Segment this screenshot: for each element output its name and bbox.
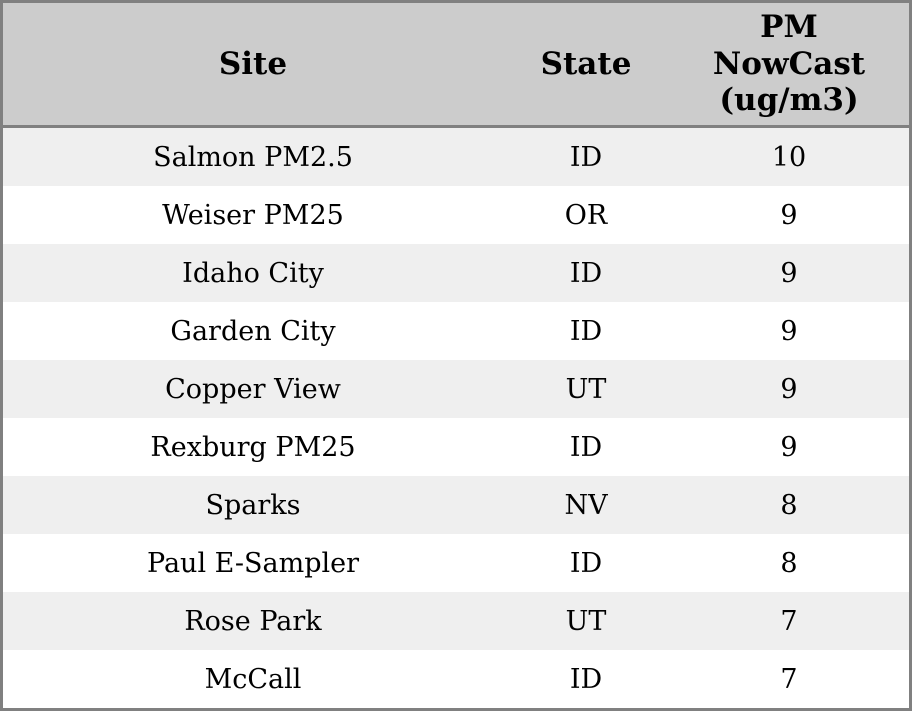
cell-site: Weiser PM25 (162, 199, 344, 231)
table-row[interactable]: Paul E-Sampler ID 8 (3, 534, 909, 592)
column-header-state-label: State (540, 45, 632, 82)
cell-pm-nowcast: 9 (780, 373, 798, 405)
cell-site: Rexburg PM25 (150, 431, 356, 463)
cell-pm-nowcast: 8 (780, 489, 798, 521)
cell-state: ID (569, 315, 603, 347)
table-row[interactable]: Idaho City ID 9 (3, 244, 909, 302)
cell-state: ID (569, 547, 603, 579)
table-row[interactable]: Salmon PM2.5 ID 10 (3, 126, 909, 186)
table-row[interactable]: McCall ID 7 (3, 650, 909, 708)
table-row[interactable]: Rose Park UT 7 (3, 592, 909, 650)
cell-site: Salmon PM2.5 (153, 141, 353, 173)
table-header: Site State PM NowCast (ug/m3) (3, 3, 909, 128)
table-header-row: Site State PM NowCast (ug/m3) (3, 3, 909, 128)
cell-site: Idaho City (182, 257, 324, 289)
cell-state: ID (569, 431, 603, 463)
column-header-pm-nowcast-line1: PM (760, 9, 818, 46)
cell-site: Garden City (170, 315, 336, 347)
column-header-site[interactable]: Site (3, 3, 503, 128)
column-header-state[interactable]: State (503, 3, 669, 128)
cell-site: Rose Park (184, 605, 322, 637)
air-quality-table: Site State PM NowCast (ug/m3) Salmon PM2… (3, 3, 909, 708)
cell-state: NV (564, 489, 608, 521)
column-header-pm-nowcast[interactable]: PM NowCast (ug/m3) (669, 3, 909, 128)
cell-pm-nowcast: 9 (780, 431, 798, 463)
cell-pm-nowcast: 10 (771, 141, 807, 173)
cell-state: OR (564, 199, 608, 231)
cell-state: ID (569, 141, 603, 173)
cell-site: McCall (204, 663, 302, 695)
cell-site: Copper View (165, 373, 341, 405)
cell-pm-nowcast: 8 (780, 547, 798, 579)
cell-state: UT (565, 605, 607, 637)
column-header-pm-nowcast-line2: NowCast (712, 45, 866, 82)
cell-state: UT (565, 373, 607, 405)
table-row[interactable]: Rexburg PM25 ID 9 (3, 418, 909, 476)
table-row[interactable]: Sparks NV 8 (3, 476, 909, 534)
cell-site: Paul E-Sampler (147, 547, 359, 579)
column-header-site-label: Site (218, 45, 288, 82)
column-header-pm-nowcast-line3: (ug/m3) (719, 82, 859, 119)
cell-site: Sparks (205, 489, 301, 521)
cell-state: ID (569, 257, 603, 289)
cell-pm-nowcast: 9 (780, 199, 798, 231)
cell-pm-nowcast: 9 (780, 257, 798, 289)
cell-pm-nowcast: 7 (780, 605, 798, 637)
cell-pm-nowcast: 7 (780, 663, 798, 695)
table-row[interactable]: Copper View UT 9 (3, 360, 909, 418)
table-row[interactable]: Garden City ID 9 (3, 302, 909, 360)
cell-state: ID (569, 663, 603, 695)
cell-pm-nowcast: 9 (780, 315, 798, 347)
table-body: Salmon PM2.5 ID 10 Weiser PM25 OR 9 Idaho City… (3, 126, 909, 708)
table-row[interactable]: Weiser PM25 OR 9 (3, 186, 909, 244)
